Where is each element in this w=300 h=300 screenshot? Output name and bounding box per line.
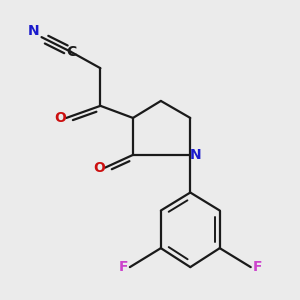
Text: F: F [253,260,262,274]
Text: N: N [28,24,40,38]
Text: F: F [118,260,128,274]
Text: O: O [54,111,66,125]
Text: N: N [190,148,202,162]
Text: O: O [93,161,105,175]
Text: C: C [66,45,76,59]
